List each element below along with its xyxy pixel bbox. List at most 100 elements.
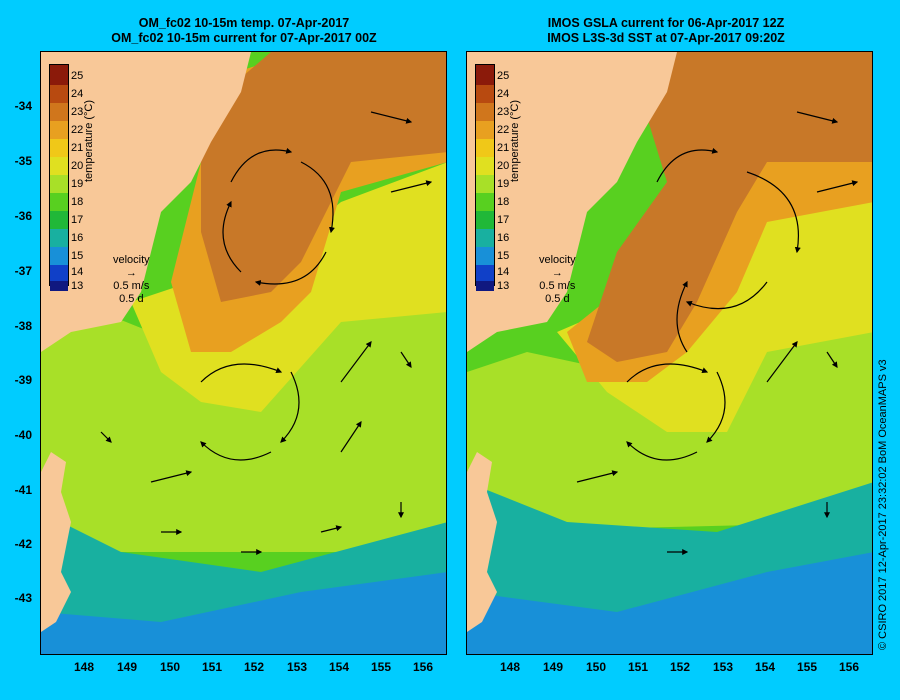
australia-coast [41, 52, 251, 352]
y-tick: -43 [14, 591, 32, 605]
colorbar-tick: 20 [497, 160, 510, 172]
y-tick: -39 [14, 373, 32, 387]
velocity-legend: velocity → 0.5 m/s 0.5 d [113, 254, 150, 306]
colorbar-swatch [476, 211, 494, 229]
right-legend: 25 24 23 22 21 20 19 18 17 16 15 14 13 t… [473, 62, 561, 292]
y-tick: -38 [14, 319, 32, 333]
colorbar-tick: 18 [497, 196, 510, 208]
colorbar-swatch [476, 157, 494, 175]
velocity-arrow-icon: → [125, 267, 137, 279]
y-tick: -36 [14, 209, 32, 223]
colorbar-tick: 14 [497, 266, 510, 278]
x-tick: 150 [159, 660, 181, 674]
y-tick: -40 [14, 428, 32, 442]
velocity-arrow-icon: → [551, 267, 563, 279]
colorbar-label: temperature (°C) [509, 99, 521, 182]
x-tick: 156 [838, 660, 860, 674]
colorbar-tick: 15 [71, 250, 84, 262]
copyright-notice: © CSIRO 2017 12-Apr-2017 23:32:02 BoM Oc… [877, 359, 889, 650]
colorbar-tick: 21 [497, 142, 510, 154]
left-legend: 25 24 23 22 21 20 19 18 17 16 15 14 13 t… [47, 62, 135, 292]
colorbar-swatch [50, 281, 68, 291]
colorbar-swatch [476, 265, 494, 281]
colorbar-swatch [50, 193, 68, 211]
australia-coast-south [467, 452, 497, 632]
x-tick: 155 [796, 660, 818, 674]
y-tick: -35 [14, 154, 32, 168]
colorbar-swatch [476, 139, 494, 157]
colorbar-swatch [50, 229, 68, 247]
temperature-colorbar [49, 64, 69, 291]
colorbar-swatch [50, 85, 68, 103]
colorbar-swatch [50, 139, 68, 157]
y-tick: -37 [14, 264, 32, 278]
x-tick: 151 [201, 660, 223, 674]
left-title-line2: OM_fc02 10-15m current for 07-Apr-2017 0… [111, 31, 377, 45]
colorbar-swatch [476, 65, 494, 85]
x-tick: 155 [370, 660, 392, 674]
left-map-panel: 25 24 23 22 21 20 19 18 17 16 15 14 13 t… [40, 51, 447, 655]
x-tick: 148 [499, 660, 521, 674]
colorbar-tick: 25 [71, 70, 84, 82]
velocity-title: velocity [113, 254, 150, 266]
x-tick: 156 [412, 660, 434, 674]
left-map-canvas [41, 52, 446, 654]
colorbar-tick: 13 [497, 280, 510, 292]
colorbar-tick: 16 [497, 232, 510, 244]
right-title-line1: IMOS GSLA current for 06-Apr-2017 12Z [547, 16, 785, 30]
colorbar-tick: 16 [71, 232, 84, 244]
colorbar-tick: 20 [71, 160, 84, 172]
australia-coast-south [41, 452, 71, 632]
colorbar-tick: 13 [71, 280, 84, 292]
colorbar-swatch [50, 121, 68, 139]
colorbar-tick: 24 [497, 88, 510, 100]
colorbar-swatch [476, 247, 494, 265]
colorbar-tick: 17 [497, 214, 510, 226]
y-tick: -34 [14, 99, 32, 113]
x-tick: 151 [627, 660, 649, 674]
colorbar-swatch [476, 85, 494, 103]
x-tick: 153 [712, 660, 734, 674]
colorbar-tick: 18 [71, 196, 84, 208]
velocity-speed: 0.5 m/s [113, 280, 150, 292]
colorbar-label: temperature (°C) [83, 99, 95, 182]
velocity-title: velocity [539, 254, 576, 266]
y-axis-latitude: -34 -35 -36 -37 -38 -39 -40 -41 -42 -43 [0, 51, 36, 655]
y-tick: -41 [14, 483, 32, 497]
colorbar-swatch [50, 175, 68, 193]
x-tick: 154 [754, 660, 776, 674]
colorbar-swatch [50, 211, 68, 229]
colorbar-swatch [50, 265, 68, 281]
x-tick: 153 [286, 660, 308, 674]
y-tick: -42 [14, 537, 32, 551]
colorbar-swatch [476, 175, 494, 193]
colorbar-swatch [50, 247, 68, 265]
left-title-line1: OM_fc02 10-15m temp. 07-Apr-2017 [138, 16, 350, 30]
colorbar-tick: 19 [497, 178, 510, 190]
colorbar-tick: 14 [71, 266, 84, 278]
colorbar-swatch [476, 281, 494, 291]
temperature-colorbar [475, 64, 495, 291]
colorbar-swatch [476, 229, 494, 247]
colorbar-tick: 23 [71, 106, 84, 118]
right-map-canvas [467, 52, 872, 654]
velocity-duration: 0.5 d [119, 293, 144, 305]
colorbar-swatch [50, 65, 68, 85]
velocity-duration: 0.5 d [545, 293, 570, 305]
colorbar-tick: 24 [71, 88, 84, 100]
x-tick: 148 [73, 660, 95, 674]
colorbar-tick: 15 [497, 250, 510, 262]
colorbar-tick: 22 [497, 124, 510, 136]
colorbar-swatch [50, 103, 68, 121]
australia-coast [467, 52, 677, 352]
right-map-panel: 25 24 23 22 21 20 19 18 17 16 15 14 13 t… [466, 51, 873, 655]
x-tick: 152 [243, 660, 265, 674]
right-title-line2: IMOS L3S-3d SST at 07-Apr-2017 09:20Z [547, 31, 785, 45]
left-panel-title: OM_fc02 10-15m temp. 07-Apr-2017 OM_fc02… [34, 16, 454, 46]
velocity-legend: velocity → 0.5 m/s 0.5 d [539, 254, 576, 306]
colorbar-swatch [476, 193, 494, 211]
colorbar-tick: 19 [71, 178, 84, 190]
right-panel-title: IMOS GSLA current for 06-Apr-2017 12Z IM… [456, 16, 876, 46]
colorbar-swatch [50, 157, 68, 175]
x-tick: 152 [669, 660, 691, 674]
